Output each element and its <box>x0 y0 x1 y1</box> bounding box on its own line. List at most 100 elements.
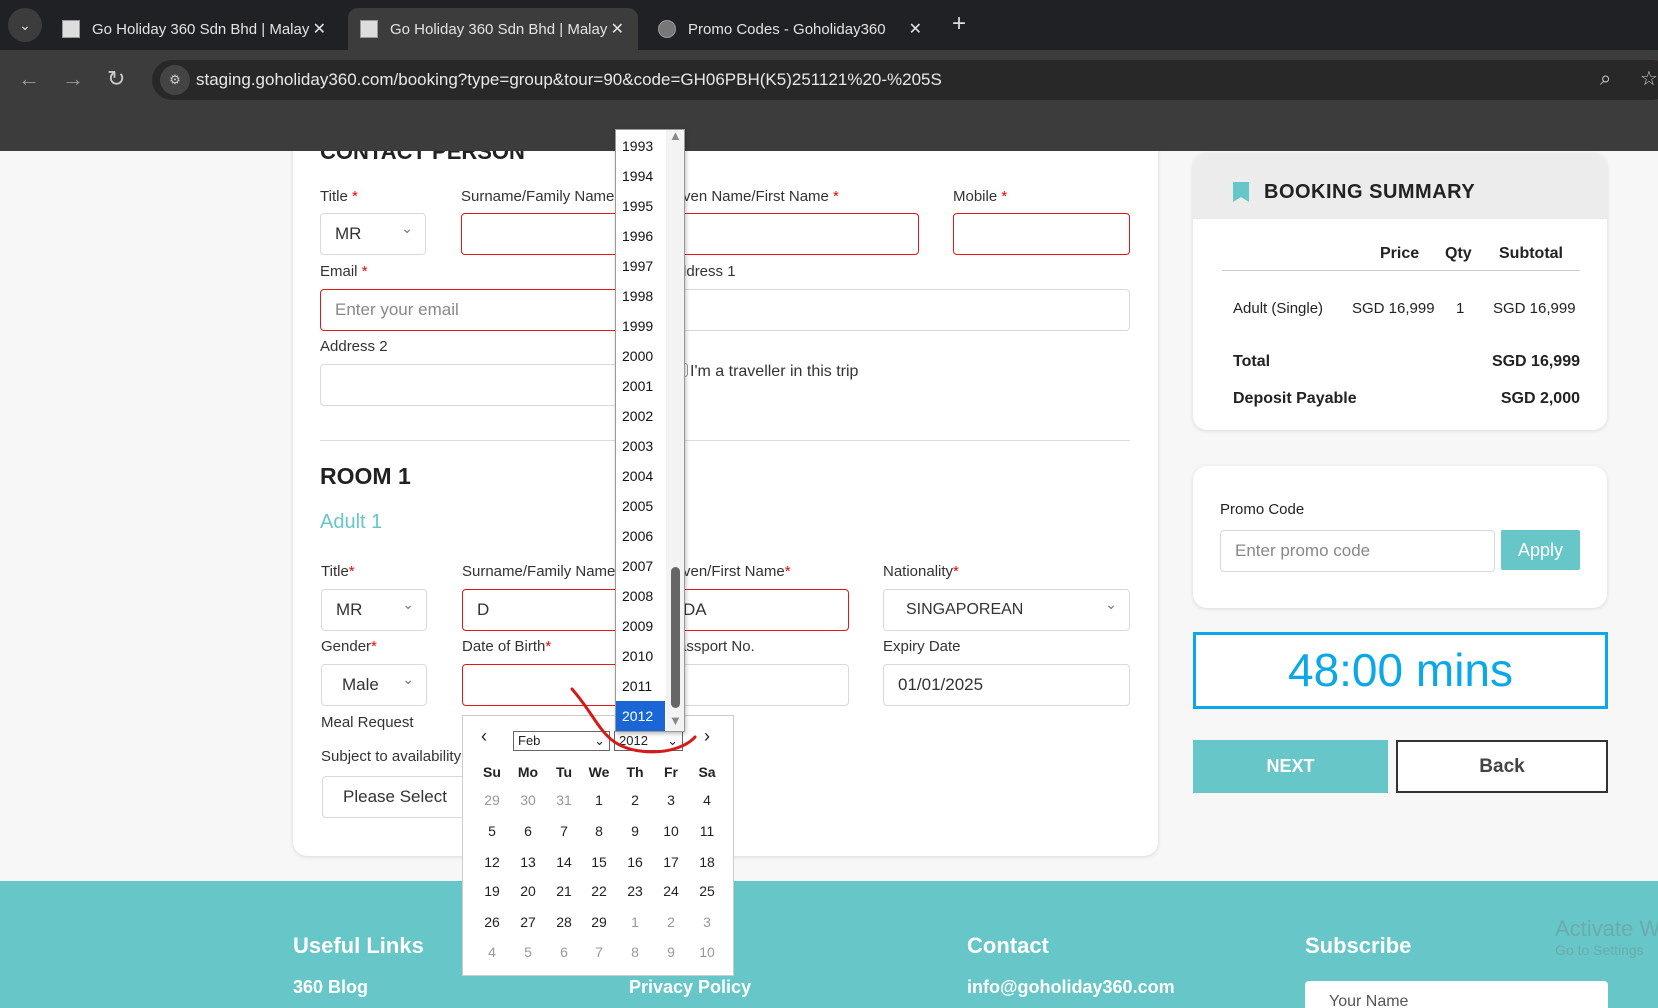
year-option[interactable]: 1994 <box>622 168 654 184</box>
year-option[interactable]: 2003 <box>622 438 654 454</box>
prev-month-icon[interactable]: ‹ <box>481 726 487 746</box>
year-option[interactable]: 2011 <box>622 678 653 694</box>
calendar-day[interactable]: 5 <box>488 823 496 839</box>
year-option[interactable]: 2007 <box>622 558 654 574</box>
year-option[interactable]: 1998 <box>622 288 654 304</box>
bookmark-star-icon[interactable]: ☆ <box>1640 68 1658 90</box>
calendar-day[interactable]: 2 <box>631 792 639 808</box>
year-option[interactable]: 2009 <box>622 618 654 634</box>
passport-input[interactable] <box>668 664 849 706</box>
calendar-day[interactable]: 8 <box>595 823 603 839</box>
close-tab-icon[interactable]: ✕ <box>908 21 922 38</box>
calendar-day[interactable]: 6 <box>524 823 532 839</box>
address-bar[interactable]: ⚙ staging.goholiday360.com/booking?type=… <box>152 60 1658 100</box>
calendar-day[interactable]: 1 <box>595 792 603 808</box>
calendar-day[interactable]: 29 <box>591 914 607 930</box>
forward-icon[interactable]: → <box>62 66 84 91</box>
footer-privacy-link[interactable]: Privacy Policy <box>629 977 752 997</box>
nationality-select[interactable]: SINGAPOREAN <box>883 589 1130 631</box>
site-settings-icon[interactable]: ⚙ <box>160 65 190 95</box>
subscribe-name-input[interactable]: Your Name <box>1305 981 1608 1008</box>
reload-icon[interactable]: ↻ <box>107 66 126 91</box>
year-option[interactable]: 2005 <box>622 498 654 514</box>
contact-mobile-input[interactable] <box>953 213 1130 255</box>
back-button[interactable]: Back <box>1396 740 1608 793</box>
calendar-day[interactable]: 9 <box>631 823 639 839</box>
calendar-day[interactable]: 13 <box>520 854 536 870</box>
year-option[interactable]: 2012 <box>616 701 665 731</box>
calendar-day[interactable]: 28 <box>556 914 572 930</box>
promo-input[interactable]: Enter promo code <box>1220 530 1495 572</box>
email-input[interactable]: Enter your email <box>320 289 670 331</box>
year-option[interactable]: 2000 <box>622 348 654 364</box>
calendar-day[interactable]: 12 <box>484 854 500 870</box>
year-dropdown-list[interactable]: 1993 1994 1995 1996 1997 1998 1999 2000 2001 2002… <box>615 129 685 732</box>
tab-search-button[interactable]: ⌄ <box>8 8 42 42</box>
calendar-day[interactable]: 3 <box>703 914 711 930</box>
calendar-day[interactable]: 1 <box>631 914 639 930</box>
calendar-day[interactable]: 27 <box>520 914 536 930</box>
scrollbar-thumb[interactable] <box>671 567 680 708</box>
year-option[interactable]: 1995 <box>622 198 654 214</box>
calendar-day[interactable]: 17 <box>663 854 679 870</box>
scroll-down-icon[interactable]: ▼ <box>669 713 682 728</box>
room-title-select[interactable]: MR <box>321 589 427 631</box>
year-option[interactable]: 2006 <box>622 528 654 544</box>
year-option[interactable]: 2001 <box>622 378 654 394</box>
calendar-day[interactable]: 2 <box>667 914 675 930</box>
address1-input[interactable] <box>668 289 1130 331</box>
month-select[interactable]: Feb ⌄ <box>513 731 610 751</box>
calendar-day[interactable]: 5 <box>524 944 532 960</box>
close-tab-icon[interactable]: ✕ <box>312 21 326 38</box>
calendar-day[interactable]: 10 <box>663 823 679 839</box>
contact-title-select[interactable]: MR <box>320 213 426 255</box>
calendar-day[interactable]: 21 <box>556 883 572 899</box>
year-option[interactable]: 1996 <box>622 228 654 244</box>
calendar-day[interactable]: 23 <box>627 883 643 899</box>
calendar-day[interactable]: 10 <box>699 944 715 960</box>
year-option[interactable]: 1993 <box>622 138 654 154</box>
calendar-day[interactable]: 15 <box>591 854 607 870</box>
calendar-day[interactable]: 3 <box>667 792 675 808</box>
year-option[interactable]: 2004 <box>622 468 654 484</box>
close-tab-icon[interactable]: ✕ <box>610 21 624 38</box>
tab-1[interactable]: Go Holiday 360 Sdn Bhd | Malay ✕ <box>50 8 340 50</box>
new-tab-button[interactable]: + <box>952 10 967 37</box>
calendar-day[interactable]: 26 <box>484 914 500 930</box>
next-month-icon[interactable]: › <box>704 726 710 746</box>
tab-3[interactable]: Promo Codes - Goholiday360 ✕ <box>646 8 936 50</box>
calendar-day[interactable]: 8 <box>631 944 639 960</box>
calendar-day[interactable]: 9 <box>667 944 675 960</box>
year-option[interactable]: 1999 <box>622 318 654 334</box>
apply-button[interactable]: Apply <box>1501 530 1580 570</box>
calendar-day[interactable]: 11 <box>699 823 715 839</box>
expiry-input[interactable]: 01/01/2025 <box>883 664 1130 706</box>
calendar-day[interactable]: 30 <box>520 792 536 808</box>
calendar-day[interactable]: 25 <box>699 883 715 899</box>
calendar-day[interactable]: 6 <box>560 944 568 960</box>
calendar-day[interactable]: 4 <box>488 944 496 960</box>
year-option[interactable]: 1997 <box>622 258 654 274</box>
calendar-day[interactable]: 14 <box>556 854 572 870</box>
contact-given-input[interactable] <box>668 213 919 255</box>
calendar-day[interactable]: 7 <box>560 823 568 839</box>
year-option[interactable]: 2008 <box>622 588 654 604</box>
year-select[interactable]: 2012 ⌄ <box>614 731 683 751</box>
calendar-day[interactable]: 16 <box>627 854 643 870</box>
calendar-day[interactable]: 7 <box>595 944 603 960</box>
back-icon[interactable]: ← <box>18 66 40 91</box>
room-given-input[interactable]: DA <box>668 589 849 631</box>
calendar-day[interactable]: 24 <box>663 883 679 899</box>
calendar-day[interactable]: 20 <box>520 883 536 899</box>
tab-2[interactable]: Go Holiday 360 Sdn Bhd | Malay ✕ <box>348 8 638 50</box>
footer-email-link[interactable]: info@goholiday360.com <box>967 977 1175 997</box>
calendar-day[interactable]: 22 <box>591 883 607 899</box>
calendar-day[interactable]: 19 <box>484 883 500 899</box>
calendar-day[interactable]: 29 <box>484 792 500 808</box>
year-option[interactable]: 2010 <box>622 648 654 664</box>
gender-select[interactable]: Male <box>321 664 427 706</box>
calendar-day[interactable]: 18 <box>699 854 715 870</box>
year-option[interactable]: 2002 <box>622 408 654 424</box>
address2-input[interactable] <box>320 364 670 406</box>
scroll-up-icon[interactable]: ▲ <box>669 129 682 143</box>
